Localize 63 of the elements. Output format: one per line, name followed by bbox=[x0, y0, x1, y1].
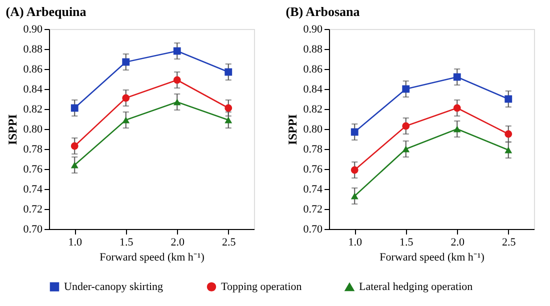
x-tick-label: 2.0 bbox=[170, 236, 185, 248]
y-tick-label: 0.74 bbox=[303, 184, 323, 196]
point bbox=[70, 162, 78, 168]
x-tick-label: 2.5 bbox=[502, 236, 516, 248]
point bbox=[402, 146, 410, 152]
y-tick-label: 0.74 bbox=[23, 184, 43, 196]
legend-label: Lateral hedging operation bbox=[359, 281, 474, 294]
point bbox=[504, 95, 512, 103]
point bbox=[224, 116, 232, 124]
point bbox=[453, 73, 461, 81]
point bbox=[173, 98, 181, 106]
x-tick-label: 1.0 bbox=[348, 236, 362, 248]
point bbox=[70, 142, 78, 150]
chart-title: (A) Arbequina bbox=[6, 4, 87, 19]
point bbox=[453, 104, 461, 112]
point bbox=[402, 122, 410, 130]
point bbox=[350, 128, 358, 136]
x-tick-label: 2.0 bbox=[450, 236, 465, 248]
y-tick-label: 0.70 bbox=[23, 224, 43, 236]
point bbox=[173, 47, 181, 55]
point bbox=[122, 94, 130, 102]
x-axis-title: Forward speed (km h⁻¹) bbox=[380, 252, 485, 264]
point bbox=[504, 130, 512, 138]
x-tick-label: 1.5 bbox=[120, 236, 134, 248]
y-tick-label: 0.78 bbox=[23, 144, 43, 156]
y-tick-label: 0.80 bbox=[303, 124, 323, 136]
y-tick-label: 0.88 bbox=[23, 44, 43, 56]
y-tick-label: 0.84 bbox=[23, 84, 43, 96]
point bbox=[122, 58, 130, 66]
point bbox=[504, 146, 512, 154]
y-tick-label: 0.76 bbox=[23, 164, 43, 176]
y-tick-label: 0.84 bbox=[303, 84, 323, 96]
point bbox=[350, 166, 358, 174]
y-tick-label: 0.88 bbox=[303, 44, 323, 56]
point bbox=[224, 68, 232, 76]
y-tick-label: 0.72 bbox=[23, 204, 42, 216]
y-tick-label: 0.86 bbox=[303, 64, 323, 76]
point bbox=[122, 116, 130, 124]
chart-title: (B) Arbosana bbox=[286, 4, 360, 19]
point bbox=[173, 76, 181, 84]
point bbox=[453, 126, 461, 132]
point bbox=[402, 85, 410, 93]
y-tick-label: 0.82 bbox=[303, 104, 322, 116]
point bbox=[350, 192, 358, 200]
y-tick-label: 0.80 bbox=[23, 124, 43, 136]
legend-label: Topping operation bbox=[221, 280, 302, 293]
y-tick-label: 0.76 bbox=[303, 164, 323, 176]
y-axis-title: ISPPI bbox=[5, 114, 20, 145]
y-tick-label: 0.90 bbox=[23, 24, 43, 36]
y-tick-label: 0.78 bbox=[303, 144, 323, 156]
y-tick-label: 0.82 bbox=[23, 104, 42, 116]
point bbox=[224, 104, 232, 112]
y-tick-label: 0.86 bbox=[23, 64, 43, 76]
y-tick-label: 0.72 bbox=[303, 204, 322, 216]
x-tick-label: 1.5 bbox=[400, 236, 414, 248]
point bbox=[70, 104, 78, 112]
legend-label: Under-canopy skirting bbox=[64, 280, 164, 293]
x-axis-title: Forward speed (km h⁻¹) bbox=[100, 252, 205, 264]
y-axis-title: ISPPI bbox=[285, 114, 300, 145]
y-tick-label: 0.90 bbox=[303, 24, 323, 36]
x-tick-label: 1.0 bbox=[68, 236, 82, 248]
x-tick-label: 2.5 bbox=[222, 236, 236, 248]
y-tick-label: 0.70 bbox=[303, 224, 323, 236]
